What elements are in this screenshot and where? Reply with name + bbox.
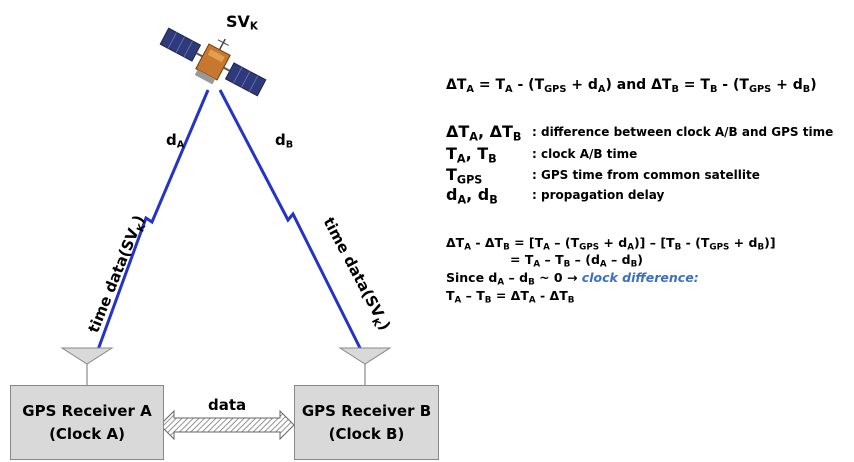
data-link-double-arrow [159,409,295,441]
receiver-a-clock: (Clock A) [49,424,125,443]
clock-difference-highlight: clock difference: [581,270,699,285]
derivation-line-3: Since dA – dB ~ 0 → clock difference: [446,270,699,288]
gps-receiver-a: GPS Receiver A (Clock A) [10,385,164,460]
signal-link-right [218,89,367,359]
main-equation: ΔTA = TA - (TGPS + dA) and ΔTB = TB - (T… [446,77,817,95]
signal-link-left [93,89,210,359]
diagram-graphics [60,27,392,441]
definition-row: dA, dB : propagation delay [446,185,665,207]
delay-label-b: dB [275,131,294,151]
delay-label-a: dA [166,131,185,151]
satellite-label: SVK [226,12,258,33]
gps-receiver-b: GPS Receiver B (Clock B) [294,385,439,460]
definition-row: ΔTA, ΔTB : difference between clock A/B … [446,122,834,144]
data-link-label: data [208,396,247,414]
derivation-line-2: = TA – TB – (dA – dB) [510,252,643,270]
antenna-b-icon [338,347,392,385]
definition-row: TGPS : GPS time from common satellite [446,165,760,187]
satellite-icon [159,27,267,97]
antenna-a-icon [60,347,114,385]
receiver-b-clock: (Clock B) [328,424,405,443]
receiver-a-name: GPS Receiver A [22,402,152,420]
definition-row: TA, TB : clock A/B time [446,144,638,166]
derivation-line-1: ΔTA - ΔTB = [TA – (TGPS + dA)] – [TB - (… [446,235,776,253]
receiver-b-name: GPS Receiver B [301,402,432,420]
derivation-line-4: TA – TB = ΔTA - ΔTB [446,288,575,306]
